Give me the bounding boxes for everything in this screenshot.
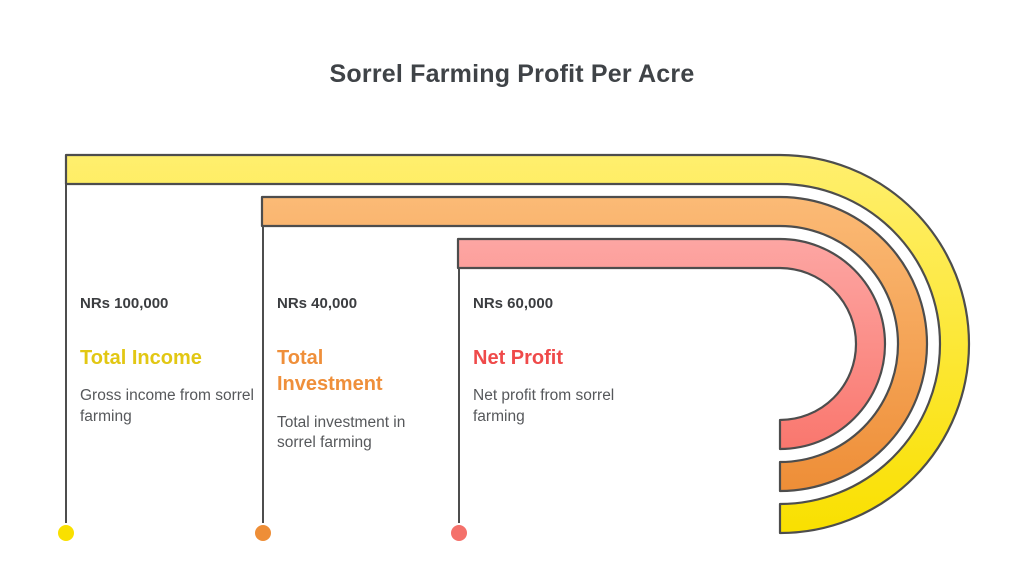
item-heading: Total Income (80, 347, 202, 369)
amount-label: NRs 40,000 (277, 295, 358, 312)
item-total-investment: NRs 40,000 Total Investment Total invest… (277, 295, 429, 454)
amount-label: NRs 100,000 (80, 295, 169, 312)
dot-total-investment (255, 525, 271, 541)
dot-total-income (58, 525, 74, 541)
item-heading: Net Profit (473, 347, 563, 369)
ribbon-net-profit (456, 237, 887, 451)
item-description: Net profit from sorrel farming (473, 387, 615, 425)
item-net-profit: NRs 60,000 Net Profit Net profit from so… (473, 295, 665, 428)
amount-label: NRs 60,000 (473, 295, 554, 312)
item-total-income: NRs 100,000 Total Income Gross income fr… (80, 295, 258, 428)
item-heading: Total Investment (277, 347, 383, 396)
ribbon-total-income (64, 153, 971, 535)
ribbon-total-investment (260, 195, 929, 493)
item-description: Gross income from sorrel farming (80, 387, 254, 425)
dot-net-profit (451, 525, 467, 541)
item-description: Total investment in sorrel farming (277, 413, 406, 452)
page-title: Sorrel Farming Profit Per Acre (329, 60, 695, 88)
